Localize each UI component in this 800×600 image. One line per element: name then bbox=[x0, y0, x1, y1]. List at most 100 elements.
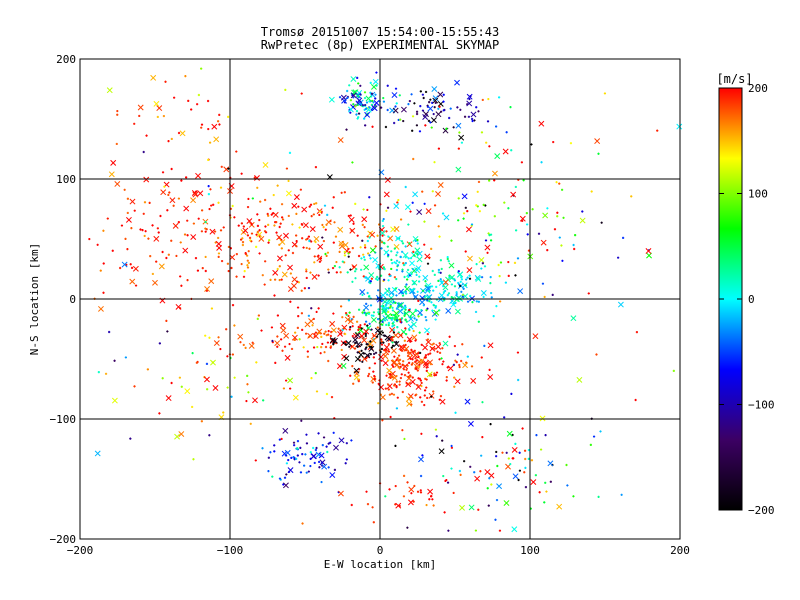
data-point-dot bbox=[226, 386, 229, 389]
data-point-dot bbox=[509, 462, 512, 466]
data-point-x bbox=[248, 342, 255, 349]
data-point-dot bbox=[403, 307, 406, 310]
data-point-dot bbox=[183, 233, 187, 236]
data-point-dot bbox=[288, 342, 291, 346]
data-point-dot bbox=[484, 239, 488, 242]
data-point-dot bbox=[460, 290, 463, 293]
data-point-x bbox=[512, 473, 519, 480]
data-point-x bbox=[246, 218, 253, 225]
data-point-x bbox=[204, 286, 211, 292]
data-point-dot bbox=[516, 351, 520, 354]
data-point-x bbox=[272, 211, 279, 218]
data-point-dot bbox=[365, 346, 368, 349]
data-point-x bbox=[338, 240, 345, 247]
data-point-x bbox=[364, 352, 371, 359]
data-point-dot bbox=[246, 254, 249, 257]
data-point-dot bbox=[478, 210, 481, 213]
data-point-dot bbox=[365, 302, 368, 305]
data-point-dot bbox=[421, 93, 424, 96]
data-point-dot bbox=[262, 399, 265, 402]
data-point-dot bbox=[309, 457, 312, 460]
data-point-dot bbox=[276, 314, 279, 317]
data-point-x bbox=[213, 136, 220, 143]
data-point-dot bbox=[300, 312, 304, 315]
data-point-dot bbox=[383, 268, 386, 271]
data-point-dot bbox=[380, 359, 383, 362]
data-point-dot bbox=[534, 474, 537, 477]
data-point-x bbox=[287, 377, 294, 384]
data-point-x bbox=[387, 298, 394, 305]
data-point-dot bbox=[349, 111, 352, 114]
data-point-dot bbox=[284, 88, 287, 91]
data-point-dot bbox=[411, 376, 414, 379]
data-point-dot bbox=[269, 278, 272, 281]
data-point-dot bbox=[318, 213, 321, 217]
data-point-dot bbox=[450, 239, 453, 242]
data-point-x bbox=[390, 347, 397, 354]
data-point-x bbox=[459, 504, 466, 511]
data-point-dot bbox=[327, 442, 330, 445]
data-point-dot bbox=[371, 125, 374, 128]
data-point-dot bbox=[321, 461, 324, 464]
data-point-dot bbox=[126, 211, 129, 215]
data-point-dot bbox=[177, 197, 180, 200]
data-point-dot bbox=[393, 247, 396, 250]
data-point-dot bbox=[357, 328, 360, 331]
data-point-dot bbox=[401, 242, 405, 245]
data-point-dot bbox=[329, 334, 332, 338]
data-point-x bbox=[292, 394, 299, 401]
data-point-dot bbox=[387, 235, 390, 238]
data-point-dot bbox=[434, 318, 437, 321]
data-point-dot bbox=[250, 223, 253, 226]
data-point-dot bbox=[369, 91, 372, 94]
data-point-x bbox=[407, 316, 414, 322]
data-point-dot bbox=[458, 365, 461, 369]
data-point-dot bbox=[352, 103, 355, 106]
data-point-dot bbox=[423, 389, 427, 392]
data-point-dot bbox=[396, 357, 399, 360]
data-point-dot bbox=[368, 366, 371, 370]
data-point-dot bbox=[425, 378, 428, 381]
data-point-dot bbox=[415, 273, 418, 277]
data-point-x bbox=[414, 247, 421, 254]
data-point-dot bbox=[173, 96, 176, 99]
data-point-dot bbox=[458, 469, 461, 473]
data-point-dot bbox=[404, 318, 407, 321]
data-point-dot bbox=[263, 283, 266, 286]
data-point-dot bbox=[219, 347, 222, 351]
data-point-dot bbox=[394, 87, 398, 90]
data-point-dot bbox=[395, 277, 398, 281]
data-point-dot bbox=[423, 403, 426, 407]
data-point-dot bbox=[194, 257, 198, 260]
data-point-dot bbox=[218, 113, 221, 116]
data-point-dot bbox=[515, 229, 518, 232]
data-point-dot bbox=[430, 301, 433, 304]
data-point-dot bbox=[486, 120, 490, 123]
data-point-dot bbox=[388, 488, 391, 491]
data-point-dot bbox=[516, 257, 520, 260]
data-point-dot bbox=[263, 230, 267, 233]
data-point-dot bbox=[390, 392, 393, 395]
data-point-dot bbox=[411, 201, 414, 204]
data-point-dot bbox=[240, 222, 243, 225]
data-point-x bbox=[397, 332, 404, 339]
data-point-x bbox=[576, 376, 583, 383]
data-point-x bbox=[343, 355, 350, 362]
data-point-dot bbox=[466, 210, 469, 213]
data-point-x bbox=[443, 214, 450, 221]
data-point-x bbox=[153, 235, 160, 242]
data-point-dot bbox=[467, 115, 470, 118]
data-point-dot bbox=[391, 309, 395, 312]
data-point-dot bbox=[352, 315, 355, 318]
x-tick-label: 200 bbox=[670, 544, 690, 557]
data-point-dot bbox=[439, 395, 443, 398]
data-point-x bbox=[480, 290, 487, 296]
data-point-dot bbox=[332, 431, 335, 434]
data-point-dot bbox=[481, 276, 484, 279]
data-point-dot bbox=[231, 304, 235, 307]
data-point-dot bbox=[143, 234, 146, 238]
data-point-dot bbox=[438, 105, 441, 108]
data-point-dot bbox=[423, 295, 426, 299]
data-point-dot bbox=[319, 257, 323, 260]
data-point-dot bbox=[325, 223, 328, 226]
